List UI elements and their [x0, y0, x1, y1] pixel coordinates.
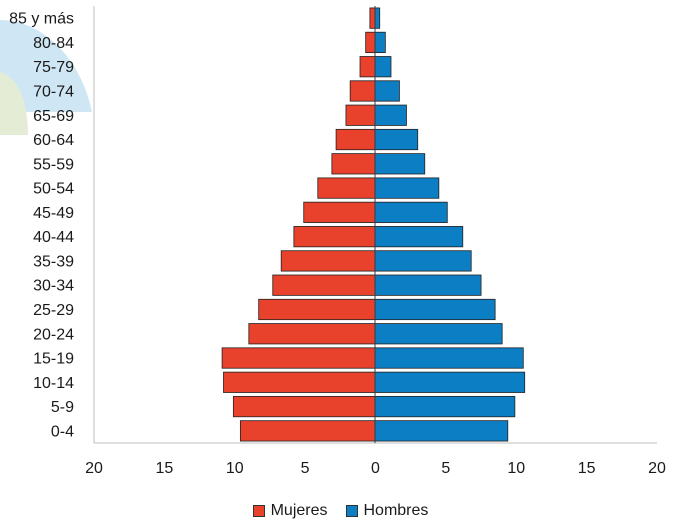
- bar-hombres-50-54: [374, 177, 440, 199]
- y-tick-label-75-79: 75-79: [33, 59, 74, 76]
- x-tick-label-neg20: 20: [85, 460, 103, 477]
- bar-mujeres-35-39: [280, 250, 376, 272]
- bar-mujeres-45-49: [303, 201, 376, 223]
- legend-item-hombres: Hombres: [345, 502, 429, 520]
- bar-hombres-65-69: [374, 104, 407, 126]
- bar-hombres-85-y-m-s: [374, 7, 381, 29]
- bar-mujeres-40-44: [293, 226, 376, 248]
- y-tick-label-55-59: 55-59: [33, 156, 74, 173]
- y-tick-label-30-34: 30-34: [33, 278, 74, 295]
- y-tick-label-25-29: 25-29: [33, 302, 74, 319]
- y-tick-label-10-14: 10-14: [33, 375, 74, 392]
- bar-hombres-35-39: [374, 250, 472, 272]
- bar-hombres-40-44: [374, 226, 464, 248]
- bar-mujeres-0-4: [239, 420, 376, 442]
- y-tick-label-60-64: 60-64: [33, 132, 74, 149]
- bar-mujeres-20-24: [248, 323, 376, 345]
- x-tick-label-neg10: 10: [226, 460, 244, 477]
- bar-mujeres-30-34: [272, 274, 376, 296]
- chart-legend: Mujeres Hombres: [0, 502, 681, 520]
- bar-hombres-0-4: [374, 420, 509, 442]
- y-tick-label-80-84: 80-84: [33, 35, 74, 52]
- x-tick-label-pos15: 15: [578, 460, 596, 477]
- bar-hombres-30-34: [374, 274, 482, 296]
- y-tick-label-65-69: 65-69: [33, 108, 74, 125]
- y-tick-label-0-4: 0-4: [51, 423, 74, 440]
- bar-hombres-70-74: [374, 80, 400, 102]
- x-tick-label-neg15: 15: [155, 460, 173, 477]
- y-tick-label-85-y-m-s: 85 y más: [9, 11, 74, 28]
- bar-mujeres-50-54: [317, 177, 376, 199]
- bar-hombres-10-14: [374, 371, 526, 393]
- legend-item-mujeres: Mujeres: [252, 502, 328, 520]
- legend-swatch-mujeres: [252, 505, 265, 517]
- x-tick-label-pos20: 20: [648, 460, 666, 477]
- bar-hombres-80-84: [374, 31, 386, 54]
- bar-hombres-55-59: [374, 153, 426, 175]
- x-tick-label-pos5: 5: [441, 460, 450, 477]
- bar-mujeres-15-19: [221, 347, 376, 369]
- y-tick-label-40-44: 40-44: [33, 229, 74, 246]
- y-tick-label-50-54: 50-54: [33, 181, 74, 198]
- legend-label-hombres: Hombres: [363, 502, 429, 519]
- y-tick-label-45-49: 45-49: [33, 205, 74, 222]
- bar-mujeres-80-84: [365, 31, 376, 54]
- bar-hombres-60-64: [374, 128, 419, 151]
- bar-mujeres-25-29: [258, 298, 376, 321]
- bar-mujeres-65-69: [345, 104, 376, 126]
- legend-label-mujeres: Mujeres: [270, 502, 328, 519]
- bar-hombres-75-79: [374, 56, 392, 78]
- bar-hombres-15-19: [374, 347, 524, 369]
- x-tick-label-pos0: 0: [371, 460, 380, 477]
- y-tick-label-20-24: 20-24: [33, 326, 74, 343]
- bar-hombres-5-9: [374, 395, 516, 418]
- bar-mujeres-10-14: [223, 371, 376, 393]
- y-tick-label-70-74: 70-74: [33, 83, 74, 100]
- y-tick-label-5-9: 5-9: [51, 399, 74, 416]
- x-tick-label-neg5: 5: [301, 460, 310, 477]
- bar-mujeres-75-79: [359, 56, 376, 78]
- bar-mujeres-85-y-m-s: [369, 7, 376, 29]
- x-tick-label-pos10: 10: [507, 460, 525, 477]
- legend-swatch-hombres: [345, 505, 358, 517]
- bar-mujeres-70-74: [349, 80, 376, 102]
- y-tick-label-35-39: 35-39: [33, 253, 74, 270]
- chart-plot-area: 0-4 5-9 10-14 15-19 20-24 25-29 30-34 35-39 40-4…: [9, 6, 666, 477]
- bar-hombres-25-29: [374, 298, 496, 321]
- bar-hombres-45-49: [374, 201, 448, 223]
- bar-mujeres-5-9: [232, 395, 376, 418]
- bar-hombres-20-24: [374, 323, 503, 345]
- bar-mujeres-55-59: [331, 153, 376, 175]
- bar-mujeres-60-64: [335, 128, 376, 151]
- y-tick-label-15-19: 15-19: [33, 351, 74, 368]
